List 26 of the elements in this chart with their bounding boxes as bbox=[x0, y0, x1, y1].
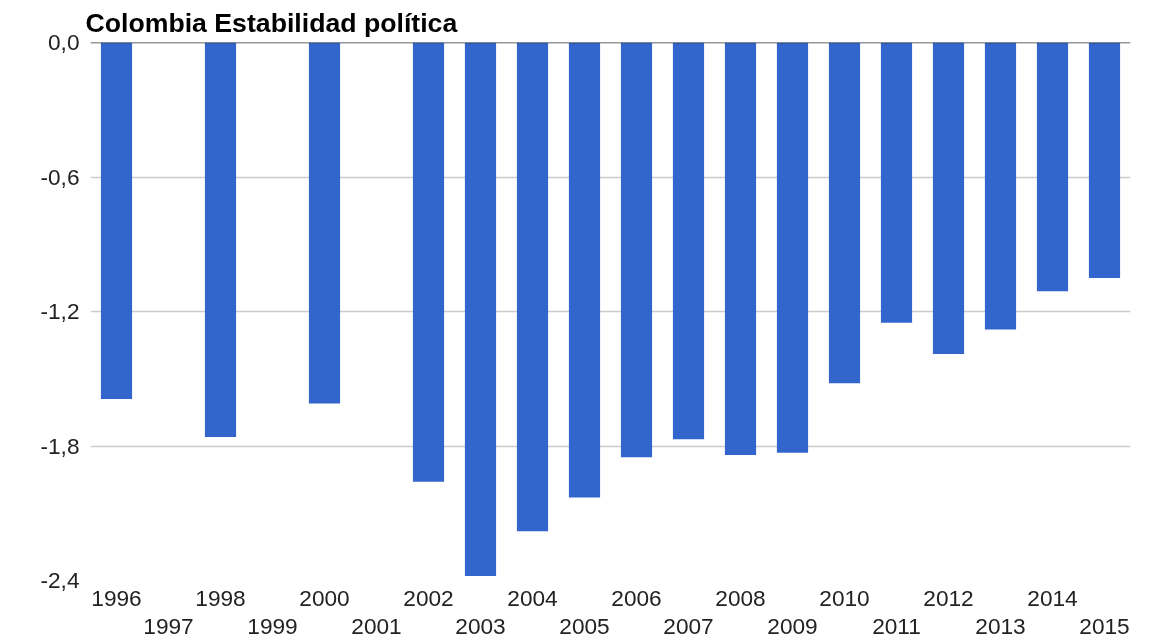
x-tick-label: 2012 bbox=[923, 584, 974, 611]
x-tick-label: 1999 bbox=[247, 612, 298, 639]
x-tick-label: 2015 bbox=[1079, 612, 1130, 639]
y-tick-label: -0,6 bbox=[40, 163, 80, 190]
x-tick-label: 2002 bbox=[403, 584, 454, 611]
x-tick-label: 2007 bbox=[663, 612, 714, 639]
x-tick-label: 2006 bbox=[611, 584, 662, 611]
chart-title: Colombia Estabilidad política bbox=[85, 7, 458, 38]
y-tick-label: 0,0 bbox=[48, 29, 80, 55]
x-tick-label: 2005 bbox=[559, 612, 610, 639]
x-tick-label: 2009 bbox=[767, 612, 818, 639]
x-tick-label: 2013 bbox=[975, 612, 1026, 639]
y-tick-label: -1,8 bbox=[40, 432, 80, 459]
x-tick-label: 1997 bbox=[143, 612, 194, 639]
y-tick-label: -2,4 bbox=[40, 567, 80, 593]
x-tick-label: 2003 bbox=[455, 612, 506, 639]
x-tick-label: 2000 bbox=[299, 584, 350, 611]
y-tick-label: -1,2 bbox=[40, 298, 80, 324]
x-tick-label: 1996 bbox=[91, 584, 142, 611]
x-tick-label: 2014 bbox=[1027, 584, 1078, 611]
x-tick-label: 2004 bbox=[507, 584, 558, 611]
x-tick-label: 2008 bbox=[715, 584, 766, 611]
x-tick-label: 1998 bbox=[195, 584, 246, 611]
x-tick-label: 2011 bbox=[872, 612, 921, 639]
x-tick-label: 2010 bbox=[819, 584, 870, 611]
x-tick-label: 2001 bbox=[351, 612, 402, 639]
